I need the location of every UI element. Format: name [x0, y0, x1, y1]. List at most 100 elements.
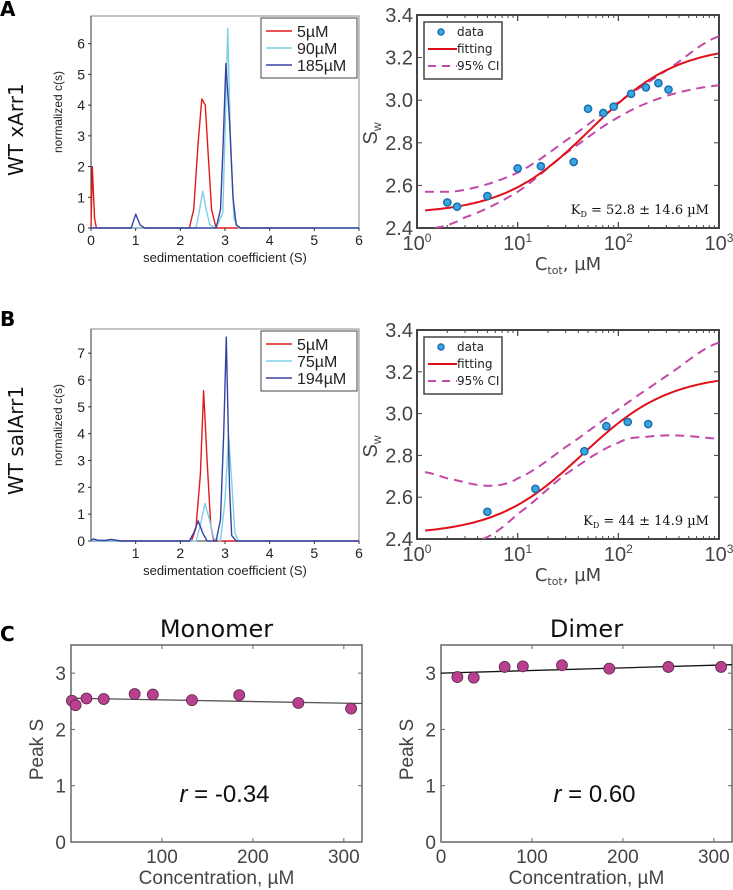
y-tick-label: 2.4	[385, 529, 413, 551]
y-tick-label: 2.6	[385, 175, 413, 197]
data-point	[516, 660, 529, 673]
legend-swatch-data	[437, 343, 445, 351]
legend-label-0: 5µM	[297, 24, 328, 41]
chart-B-cs: 1 2 3 4 5 6 0 1 2 3 4 5 6 7 sedimentation coefficient …	[51, 328, 363, 578]
kd-annotation: KD = 44 ± 14.9 µM	[583, 514, 709, 530]
chart-B-fit: 100 101 102 103 2.4 2.6 2.8 3.0 3.2 3.4 Ctot, µM Sw…	[360, 320, 733, 588]
chart-C-dimer: Dimer 0 100 200 300 0 1 2 3 Concentration, µM Peak…	[397, 615, 733, 889]
legend-label-2: 95% CI	[457, 374, 499, 388]
panel-label-c: C	[0, 622, 15, 646]
data-point	[233, 689, 246, 701]
x-tick-label: 0	[436, 847, 447, 868]
row-label-b: WT salArr1	[4, 386, 28, 495]
legend-label-2: 95% CI	[457, 59, 499, 73]
data-point	[556, 659, 568, 672]
y-tick-label: 3	[425, 664, 436, 685]
x-tick-label: 101	[503, 231, 532, 255]
data-point	[641, 83, 651, 92]
x-tick-label: 300	[698, 847, 730, 868]
x-tick-label: 102	[604, 542, 633, 566]
x-axis-label: sedimentation coefficient (S)	[143, 563, 307, 578]
data-point	[583, 104, 593, 114]
x-tick-label: 3	[221, 232, 229, 248]
y-tick-label: 0	[77, 533, 85, 549]
y-tick-label: 4	[77, 426, 85, 442]
plot-area	[424, 35, 719, 228]
y-tick-label: 1	[77, 506, 85, 522]
y-axis-label: Peak S	[397, 719, 418, 780]
trend-line	[70, 697, 363, 705]
legend: data fitting 95% CI	[423, 21, 503, 80]
y-tick-label: 2.4	[385, 218, 413, 240]
y-tick-label: 3.2	[385, 48, 413, 70]
trend-line	[440, 664, 733, 674]
row-label-a: WT xArr1	[4, 83, 28, 176]
data-point	[643, 419, 653, 429]
legend-label-0: 5µM	[297, 337, 328, 354]
y-tick-label: 1	[425, 777, 436, 798]
y-tick-label: 3	[77, 452, 85, 468]
y-tick-label: 3.0	[385, 90, 413, 112]
chart-A-cs: 0 1 2 3 4 5 6 0 1 2 3 4 5 6 sedimentation coefficient …	[51, 15, 363, 265]
x-axis-label: Concentration, µM	[509, 868, 665, 889]
data-point	[580, 446, 589, 456]
x-tick-label: 6	[355, 545, 363, 561]
data-point	[442, 198, 452, 207]
ci-lower-line	[482, 434, 719, 539]
x-tick-label: 3	[221, 545, 229, 561]
legend-label-2: 185µM	[297, 58, 346, 75]
x-tick-label: 4	[266, 545, 274, 561]
y-tick-label: 2	[55, 720, 66, 741]
x-tick-label: 100	[146, 847, 178, 868]
y-tick-label: 2.6	[385, 487, 413, 509]
series-line-1	[91, 435, 359, 542]
legend-label-1: fitting	[457, 357, 493, 371]
y-tick-label: 5	[77, 66, 85, 82]
data-point	[664, 85, 673, 94]
data-point	[609, 102, 619, 111]
panel-label-a: A	[0, 0, 16, 21]
y-tick-label: 6	[77, 36, 85, 52]
x-tick-label: 100	[403, 231, 432, 255]
chart-title: Dimer	[550, 615, 623, 643]
plot-area	[424, 341, 719, 539]
x-tick-label: 200	[237, 847, 269, 868]
data-point	[467, 671, 480, 684]
data-point	[451, 671, 464, 683]
fitting-line	[425, 52, 719, 212]
y-tick-label: 2	[425, 720, 436, 741]
plot-frame	[440, 644, 733, 843]
data-point	[498, 661, 511, 673]
legend-label-1: 75µM	[297, 354, 337, 371]
data-point	[662, 661, 675, 673]
panel-label-b: B	[0, 307, 15, 331]
x-tick-label: 200	[607, 847, 639, 868]
x-tick-label: 2	[176, 232, 184, 248]
y-tick-label: 3.4	[385, 5, 413, 27]
y-tick-label: 2.8	[385, 445, 413, 467]
y-tick-label: 3	[77, 128, 85, 144]
series-line-2	[90, 336, 359, 542]
x-tick-label: 100	[403, 542, 432, 566]
x-tick-label: 102	[604, 231, 633, 255]
data-point	[531, 484, 540, 494]
x-tick-label: 103	[705, 542, 733, 566]
legend: data fitting 95% CI	[423, 336, 503, 395]
x-tick-label: 5	[310, 232, 318, 248]
y-tick-label: 2	[77, 479, 85, 495]
x-tick-label: 101	[503, 542, 532, 566]
ci-upper-line	[424, 341, 719, 487]
data-point	[483, 507, 492, 517]
data-point	[601, 421, 611, 431]
data-point	[128, 688, 141, 700]
x-tick-label: 2	[176, 545, 184, 561]
data-point	[345, 702, 357, 715]
data-point	[603, 662, 616, 675]
legend-label-1: fitting	[457, 42, 493, 56]
chart-C-monomer: Monomer 100 200 300 0 1 2 3 Concentration, µM Pea…	[27, 615, 363, 889]
series-line-0	[90, 98, 315, 229]
x-tick-label: 5	[310, 545, 318, 561]
